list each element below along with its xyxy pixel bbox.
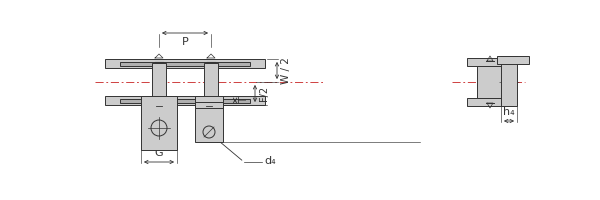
Text: d₄: d₄ [264,156,275,166]
Bar [477,66,503,98]
Bar [141,96,177,150]
Text: h₄: h₄ [503,107,515,117]
Bar [105,59,265,68]
Bar [120,62,250,66]
Text: G: G [155,148,163,158]
Bar [467,58,513,66]
Bar [467,98,513,106]
Bar [497,56,529,64]
Bar [105,96,265,105]
Bar [152,63,166,101]
Bar [120,99,250,103]
Bar [204,63,218,101]
Bar [195,102,223,108]
Text: F/2: F/2 [259,86,269,101]
Text: P: P [182,37,188,47]
Text: T: T [239,98,249,103]
Bar [501,56,517,106]
Text: W / 2: W / 2 [281,57,291,84]
Bar [195,96,223,142]
